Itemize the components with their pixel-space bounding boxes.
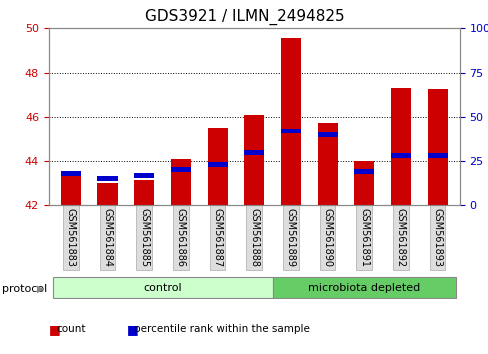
Bar bbox=[244, 115, 264, 205]
Text: protocol: protocol bbox=[2, 284, 48, 293]
Bar bbox=[61, 171, 81, 176]
Bar bbox=[317, 132, 337, 137]
Bar bbox=[170, 167, 191, 172]
Bar bbox=[97, 183, 118, 205]
Text: ■: ■ bbox=[127, 323, 139, 336]
Bar bbox=[244, 150, 264, 155]
Text: count: count bbox=[56, 324, 85, 334]
Bar bbox=[353, 161, 374, 205]
FancyBboxPatch shape bbox=[53, 277, 272, 298]
Bar bbox=[170, 159, 191, 205]
Bar bbox=[390, 153, 410, 158]
Text: percentile rank within the sample: percentile rank within the sample bbox=[134, 324, 310, 334]
Bar bbox=[134, 180, 154, 205]
FancyBboxPatch shape bbox=[272, 277, 455, 298]
Bar bbox=[427, 89, 447, 205]
Text: ▶: ▶ bbox=[37, 284, 44, 293]
Bar bbox=[353, 169, 374, 174]
Bar bbox=[61, 176, 81, 205]
Text: microbiota depleted: microbiota depleted bbox=[307, 282, 420, 293]
Text: GDS3921 / ILMN_2494825: GDS3921 / ILMN_2494825 bbox=[144, 9, 344, 25]
Text: control: control bbox=[143, 282, 182, 293]
Bar bbox=[317, 124, 337, 205]
Bar bbox=[280, 38, 301, 205]
Text: ■: ■ bbox=[49, 323, 61, 336]
Bar bbox=[390, 88, 410, 205]
Bar bbox=[427, 153, 447, 158]
Bar bbox=[280, 129, 301, 133]
Bar bbox=[97, 176, 118, 181]
Bar bbox=[207, 128, 227, 205]
Bar bbox=[134, 173, 154, 178]
Bar bbox=[207, 162, 227, 167]
